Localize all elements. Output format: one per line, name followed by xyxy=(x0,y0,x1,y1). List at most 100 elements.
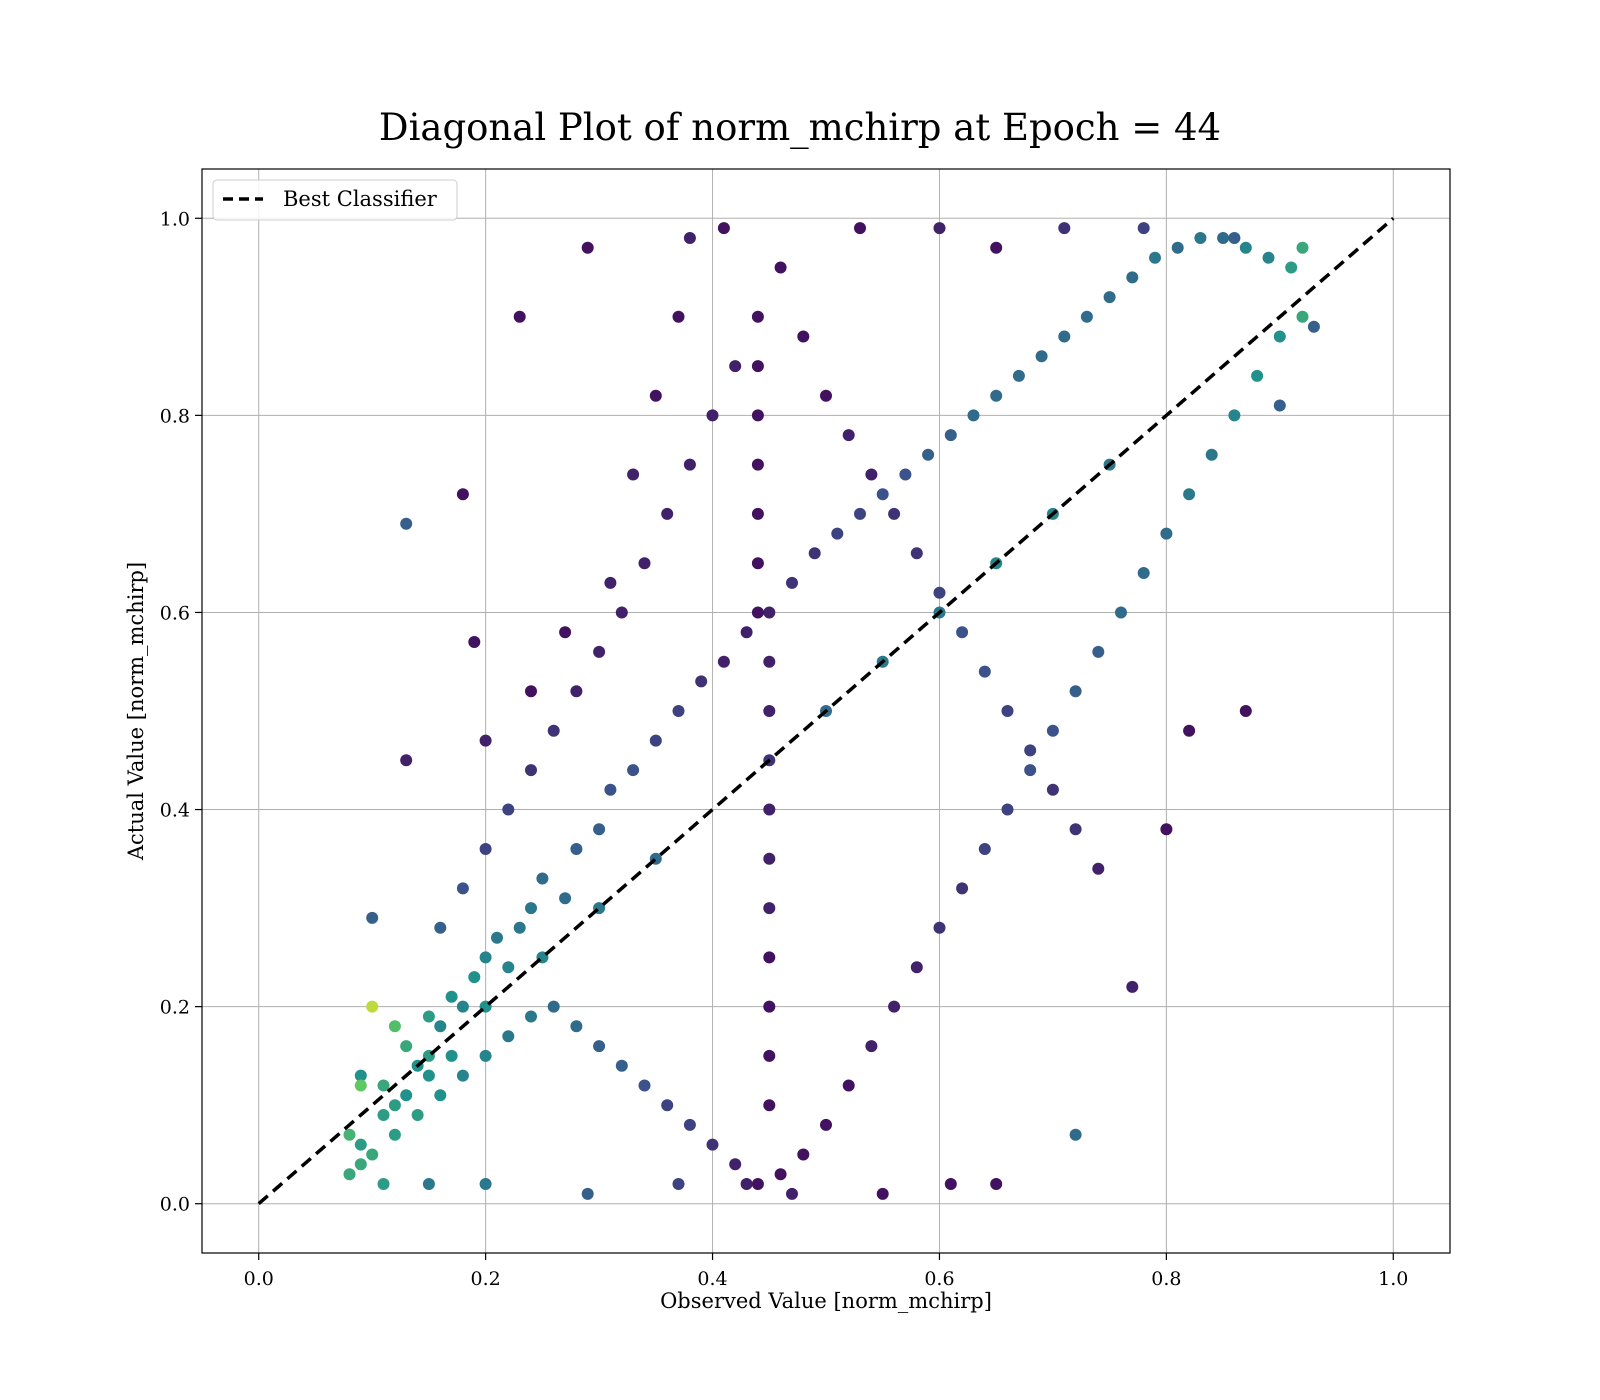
scatter-point xyxy=(672,705,685,717)
scatter-point xyxy=(366,1000,379,1013)
scatter-point xyxy=(627,468,640,481)
scatter-point xyxy=(831,527,844,540)
scatter-point xyxy=(479,1049,492,1062)
scatter-point xyxy=(525,764,537,777)
scatter-point xyxy=(751,458,764,471)
scatter-point xyxy=(354,1069,367,1082)
scatter-point xyxy=(559,892,572,905)
scatter-point xyxy=(933,586,946,599)
scatter-point xyxy=(366,911,379,924)
scatter-point xyxy=(717,655,730,668)
scatter-point xyxy=(1058,222,1071,235)
scatter-point xyxy=(865,1040,878,1053)
scatter-point xyxy=(525,1010,537,1023)
scatter-point xyxy=(593,1040,606,1053)
scatter-point xyxy=(502,803,515,816)
scatter-point xyxy=(1126,980,1139,993)
scatter-point xyxy=(808,547,821,560)
y-tick-label: 0.8 xyxy=(160,405,190,427)
scatter-point xyxy=(854,222,866,235)
scatter-point xyxy=(1217,232,1230,244)
scatter-point xyxy=(1035,350,1048,363)
scatter-point xyxy=(740,626,753,639)
scatter-point xyxy=(388,1128,401,1141)
scatter-point xyxy=(1092,645,1105,658)
scatter-point xyxy=(672,1178,685,1190)
scatter-point xyxy=(649,734,662,747)
scatter-point xyxy=(525,685,537,698)
x-tick-label: 0.0 xyxy=(244,1268,274,1290)
scatter-point xyxy=(615,1059,628,1072)
scatter-point xyxy=(1228,409,1241,422)
scatter-point xyxy=(479,843,492,855)
x-axis-ticks: 0.0 0.2 0.4 0.6 0.8 1.0 xyxy=(244,1253,1408,1290)
legend: Best Classifier xyxy=(212,179,458,221)
scatter-point xyxy=(468,971,481,984)
scatter-point xyxy=(763,1049,776,1062)
scatter-point xyxy=(1001,705,1014,717)
scatter-point xyxy=(854,507,866,520)
scatter-point xyxy=(502,961,515,974)
scatter-point xyxy=(456,1069,469,1082)
scatter-point xyxy=(876,488,889,501)
y-tick-label: 0.4 xyxy=(160,800,190,822)
scatter-point xyxy=(400,1040,413,1053)
scatter-point xyxy=(1194,232,1207,244)
scatter-point xyxy=(400,754,413,767)
scatter-point xyxy=(445,990,458,1003)
scatter-point xyxy=(581,241,594,254)
scatter-point xyxy=(933,222,946,235)
scatter-point xyxy=(717,222,730,235)
scatter-point xyxy=(763,902,776,915)
scatter-point xyxy=(593,823,606,836)
scatter-point xyxy=(1126,271,1139,284)
reference-lines xyxy=(257,216,1395,1206)
scatter-point xyxy=(661,507,674,520)
y-tick-label: 1.0 xyxy=(160,208,190,230)
scatter-point xyxy=(1307,320,1320,333)
scatter-point xyxy=(559,626,572,639)
scatter-point xyxy=(638,557,651,570)
scatter-point xyxy=(627,764,640,777)
scatter-point xyxy=(434,921,447,934)
scatter-point xyxy=(615,606,628,619)
scatter-point xyxy=(763,705,776,717)
scatter-point xyxy=(842,1079,855,1092)
y-tick-label: 0.6 xyxy=(160,602,190,624)
scatter-point xyxy=(729,1158,742,1171)
scatter-point xyxy=(933,921,946,934)
scatter-point xyxy=(1239,241,1252,254)
scatter-point xyxy=(604,783,617,796)
scatter-point xyxy=(661,1099,674,1112)
scatter-point xyxy=(1262,251,1275,264)
scatter-point xyxy=(1069,1128,1082,1141)
scatter-point xyxy=(672,310,685,323)
scatter-point xyxy=(899,468,912,481)
scatter-point xyxy=(536,872,549,885)
scatter-point xyxy=(683,1118,696,1131)
scatter-point xyxy=(479,1178,492,1190)
scatter-point xyxy=(978,665,991,678)
scatter-point xyxy=(411,1109,424,1121)
scatter-point xyxy=(786,1187,798,1200)
scatter-point xyxy=(638,1079,651,1092)
scatter-point xyxy=(1296,310,1309,323)
scatter-point xyxy=(751,507,764,520)
scatter-point xyxy=(547,724,560,737)
scatter-point xyxy=(354,1079,367,1092)
y-axis-label: Actual Value [norm_mchirp] xyxy=(124,562,148,861)
scatter-point xyxy=(1103,291,1116,304)
scatter-point xyxy=(1183,724,1196,737)
scatter-point xyxy=(865,468,878,481)
scatter-point xyxy=(956,882,969,895)
scatter-point xyxy=(1115,606,1127,619)
scatter-point xyxy=(547,1000,560,1013)
scatter-point xyxy=(1171,241,1184,254)
scatter-point xyxy=(774,261,787,274)
scatter-point xyxy=(740,1178,753,1190)
chart-title: Diagonal Plot of norm_mchirp at Epoch = … xyxy=(379,106,1221,150)
scatter-point xyxy=(1092,862,1105,875)
plot-frame xyxy=(201,168,1451,1254)
scatter-point xyxy=(377,1079,390,1092)
